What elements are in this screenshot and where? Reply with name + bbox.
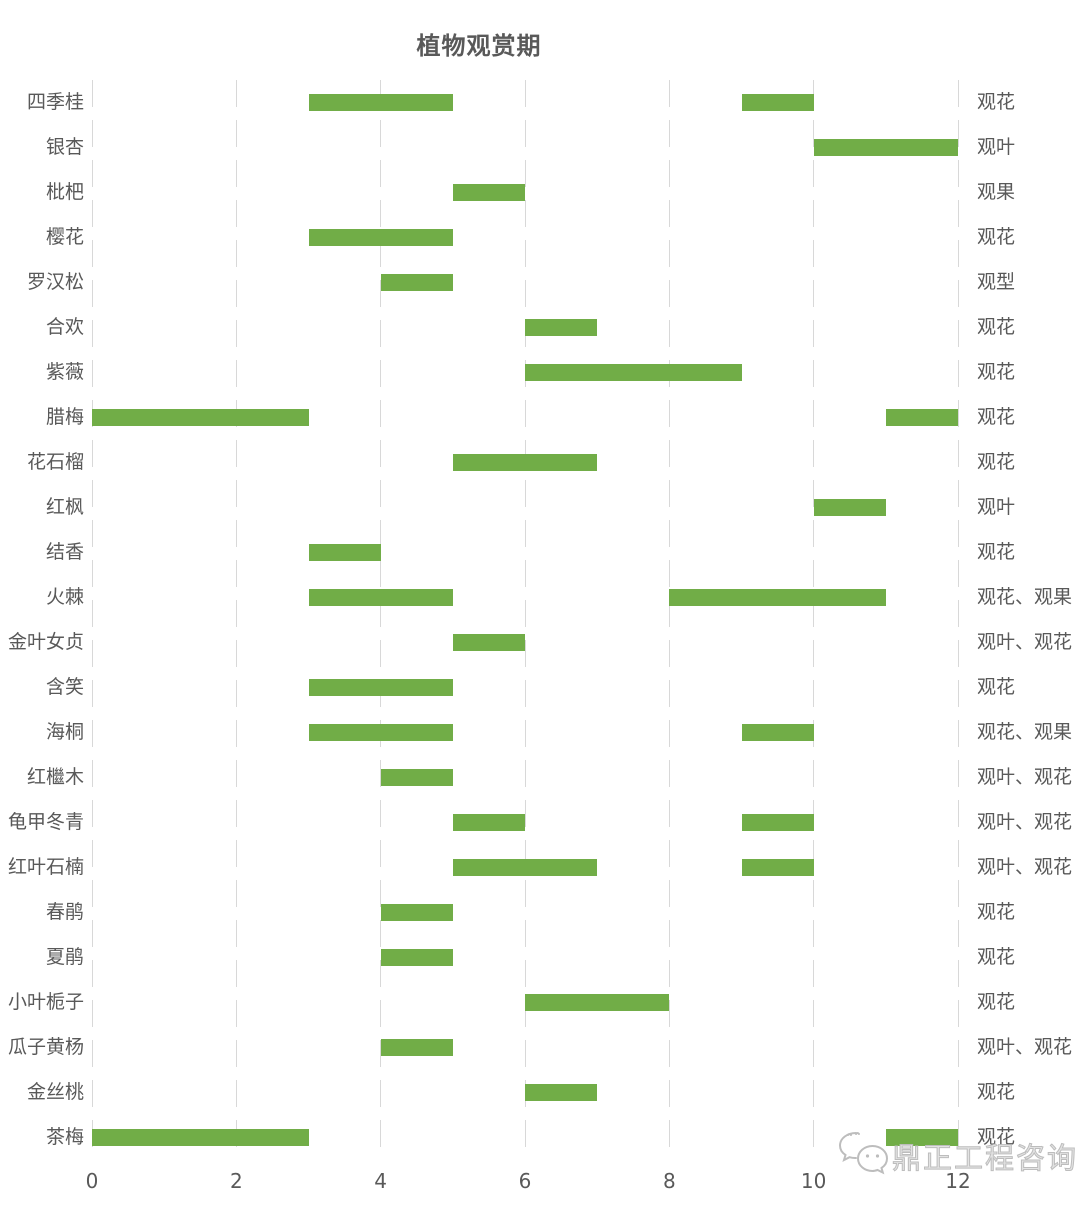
category-label: 观花 [977, 316, 1016, 338]
gantt-bar [92, 1129, 309, 1146]
gantt-bar [669, 589, 886, 606]
plant-label: 四季桂 [26, 91, 84, 113]
x-axis: 0 2 4 6 8 10 12 [86, 1166, 971, 1198]
plant-label: 金叶女贞 [7, 631, 84, 653]
category-label: 观叶、观花 [977, 811, 1073, 833]
gantt-bar [525, 994, 670, 1011]
plant-label: 结香 [45, 541, 84, 563]
gantt-bar [452, 184, 525, 201]
gridline-month-10 [813, 80, 815, 1160]
x-tick-label-10: 10 [800, 1169, 827, 1193]
category-label: 观花 [977, 991, 1016, 1013]
gridline-month-2 [235, 80, 237, 1160]
x-tick-label-6: 6 [518, 1169, 532, 1193]
plant-label: 火棘 [45, 586, 84, 608]
gantt-bar [308, 724, 453, 741]
gantt-bar [885, 409, 958, 426]
plot-area [91, 80, 959, 1160]
gridline-month-12 [957, 80, 959, 1160]
gridline-month-4 [380, 80, 382, 1160]
plant-label: 红叶石楠 [7, 856, 84, 878]
category-label: 观花 [977, 541, 1016, 563]
plant-label: 银杏 [45, 136, 84, 158]
gantt-bar [308, 544, 381, 561]
category-label: 观果 [977, 181, 1016, 203]
x-tick-label-8: 8 [662, 1169, 676, 1193]
category-label: 观花、观果 [977, 721, 1073, 743]
category-label: 观花 [977, 676, 1016, 698]
x-tick-label-0: 0 [85, 1169, 99, 1193]
gantt-bar [452, 814, 525, 831]
gantt-bar [452, 454, 598, 471]
category-label: 观叶、观花 [977, 856, 1073, 878]
gantt-bar [308, 679, 453, 696]
plant-label: 茶梅 [45, 1126, 84, 1148]
plant-label: 海桐 [45, 721, 84, 743]
category-label: 观花 [977, 901, 1016, 923]
gantt-bar [308, 589, 453, 606]
category-label: 观花 [977, 451, 1016, 473]
x-tick-label-12: 12 [945, 1169, 971, 1193]
plant-label: 含笑 [45, 676, 84, 698]
gantt-bar [525, 319, 598, 336]
plant-label: 樱花 [45, 226, 84, 248]
gantt-bar [452, 634, 525, 651]
plant-label: 小叶栀子 [7, 991, 84, 1013]
gantt-bar [741, 814, 814, 831]
category-label: 观花 [977, 226, 1016, 248]
x-tick-label-4: 4 [374, 1169, 388, 1193]
gantt-bar [452, 859, 598, 876]
plant-label: 春鹃 [45, 901, 84, 923]
gridline-month-0 [91, 80, 93, 1160]
gantt-bar [308, 94, 453, 111]
gantt-bar [813, 139, 958, 156]
plant-label: 腊梅 [45, 406, 84, 428]
category-labels: 观花 观叶 观果 观花 观型 观花 观花 观花 观花 观叶 观花 观花、观果 观叶、观花 观花 观花、观果观… [977, 80, 1080, 1160]
category-label: 观花 [977, 1081, 1016, 1103]
category-label: 观叶、观花 [977, 631, 1073, 653]
gantt-bar [885, 1129, 958, 1146]
category-label: 观叶、观花 [977, 1036, 1073, 1058]
category-label: 观叶 [977, 496, 1016, 518]
plant-label: 花石榴 [26, 451, 84, 473]
category-label: 观花 [977, 1126, 1016, 1148]
plant-label: 红枫 [45, 496, 84, 518]
plant-label: 合欢 [45, 316, 84, 338]
plant-label: 龟甲冬青 [7, 811, 84, 833]
plant-label: 夏鹃 [45, 946, 84, 968]
gantt-bar [741, 724, 814, 741]
gridline-month-8 [668, 80, 670, 1160]
y-axis-labels: 四季桂银杏枇杷樱花罗汉松合欢紫薇腊梅花石榴红枫结香火棘金叶女贞含笑海桐红檵木龟甲… [0, 80, 84, 1160]
plant-label: 罗汉松 [26, 271, 84, 293]
category-label: 观花 [977, 361, 1016, 383]
gantt-bar [92, 409, 309, 426]
plant-label: 红檵木 [26, 766, 84, 788]
x-tick-label-2: 2 [229, 1169, 243, 1193]
gantt-bar [813, 499, 886, 516]
category-label: 观花 [977, 946, 1016, 968]
gantt-bar [741, 94, 814, 111]
category-label: 观型 [977, 271, 1016, 293]
gantt-bar [741, 859, 814, 876]
plant-label: 枇杷 [45, 181, 84, 203]
chart-title: 植物观赏期 [416, 32, 542, 60]
gantt-bar [308, 229, 453, 246]
gantt-bar [380, 769, 453, 786]
gantt-bar [525, 1084, 598, 1101]
plant-label: 瓜子黄杨 [7, 1036, 84, 1058]
plant-label: 紫薇 [45, 361, 84, 383]
gantt-bar [380, 274, 453, 291]
gantt-bar [380, 949, 453, 966]
gridline-month-6 [524, 80, 526, 1160]
category-label: 观叶 [977, 136, 1016, 158]
gantt-bar [380, 1039, 453, 1056]
category-label: 观叶、观花 [977, 766, 1073, 788]
gantt-bar [380, 904, 453, 921]
plant-label: 金丝桃 [26, 1081, 84, 1103]
gantt-bar [525, 364, 742, 381]
category-label: 观花 [977, 406, 1016, 428]
category-label: 观花、观果 [977, 586, 1073, 608]
category-label: 观花 [977, 91, 1016, 113]
